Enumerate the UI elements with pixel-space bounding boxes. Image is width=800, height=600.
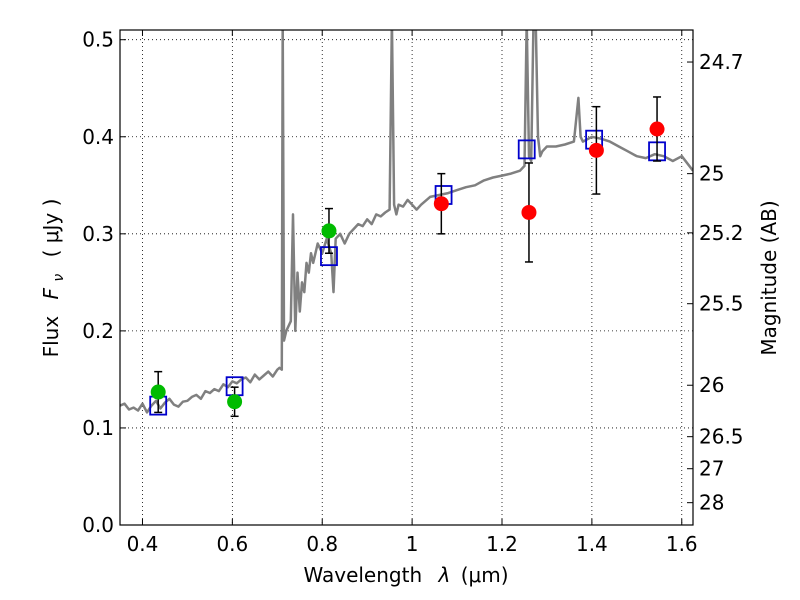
y2-tick-label: 25 [699, 162, 724, 186]
x-tick-label: 1.4 [576, 532, 608, 556]
y2-tick-label: 27 [699, 457, 724, 481]
observed-point [588, 142, 604, 158]
y2-tick-label: 28 [699, 491, 724, 515]
model-square-point [517, 139, 536, 160]
y-axis-title-unit: ( μJy ) [39, 199, 63, 258]
x-tick-label: 1 [406, 532, 419, 556]
x-tick-label: 0.8 [306, 532, 338, 556]
y2-axis-title: Magnitude (AB) [757, 200, 781, 355]
y2-tick-label: 26 [699, 373, 724, 397]
x-tick-label: 1.2 [486, 532, 518, 556]
observed-point [649, 121, 665, 137]
x-tick-label: 1.6 [666, 532, 698, 556]
y-axis-title-prefix: Flux [39, 316, 63, 358]
y-tick-label: 0.2 [82, 319, 114, 343]
y2-tick-label: 25.2 [699, 221, 744, 245]
observed-point [227, 394, 243, 410]
y-tick-label: 0.3 [82, 222, 114, 246]
x-axis-title-symbol: λ [438, 563, 451, 587]
x-axis-title-prefix: Wavelength [303, 563, 422, 587]
y-axis-title-symbol: F [39, 287, 63, 299]
y-tick-label: 0.5 [82, 28, 114, 52]
observed-point [150, 384, 166, 400]
y-tick-label: 0.1 [82, 416, 114, 440]
observed-point [433, 196, 449, 212]
y-tick-label: 0.0 [82, 513, 114, 537]
x-axis-title-unit: (μm) [461, 563, 509, 587]
sed-curve [120, 30, 693, 414]
y-axis-title-subscript: ν [51, 274, 67, 282]
observed-point [321, 223, 337, 239]
observed-point [521, 204, 537, 220]
y2-tick-label: 25.5 [699, 292, 744, 316]
y-tick-label: 0.4 [82, 125, 114, 149]
y-axis-title: Flux F ν ( μJy ) [39, 199, 68, 358]
grid [120, 30, 693, 526]
markers [149, 96, 666, 418]
x-tick-label: 0.6 [216, 532, 248, 556]
template-curve [120, 30, 693, 414]
ticks: 0.4 0.6 0.8 1 1.2 1.4 1.6 0.0 0.1 0.2 0.3 0.4 0.5 24.… [82, 28, 743, 556]
y2-tick-label: 24.7 [699, 50, 744, 74]
x-tick-label: 0.4 [127, 532, 159, 556]
x-axis-title: Wavelength λ (μm) [303, 563, 508, 587]
y2-tick-label: 26.5 [699, 425, 744, 449]
plot-frame [119, 29, 694, 526]
